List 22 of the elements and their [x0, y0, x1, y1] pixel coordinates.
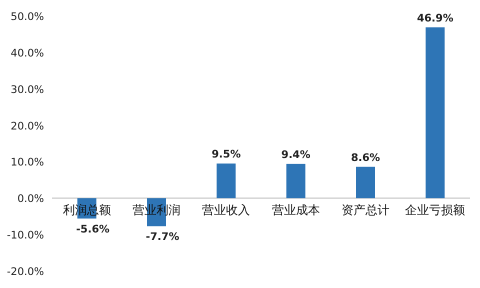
bar [426, 27, 445, 198]
y-tick-label: 10.0% [10, 156, 44, 169]
data-label: 8.6% [350, 152, 381, 164]
y-tick-label: 50.0% [10, 11, 44, 23]
y-tick-label: 0.0% [17, 193, 44, 206]
bar [286, 164, 306, 198]
y-tick-label: 40.0% [10, 47, 44, 60]
y-tick-label: 30.0% [10, 84, 44, 96]
x-tick-label: 企业亏损额 [405, 203, 466, 218]
bar [216, 164, 236, 198]
y-tick-label: -10.0% [6, 230, 44, 242]
bar [356, 166, 375, 198]
x-tick-label: 营业成本 [272, 203, 320, 218]
y-tick-label: 20.0% [10, 120, 44, 132]
data-label: -7.7% [146, 231, 180, 244]
x-tick-label: 营业收入 [202, 203, 250, 218]
x-tick-label: 资产总计 [342, 203, 390, 218]
y-tick-label: -20.0% [6, 266, 44, 278]
data-label: 9.5% [212, 148, 242, 161]
data-label: 46.9% [416, 12, 454, 24]
data-label: -5.6% [76, 224, 110, 236]
data-label: 9.4% [281, 148, 311, 161]
